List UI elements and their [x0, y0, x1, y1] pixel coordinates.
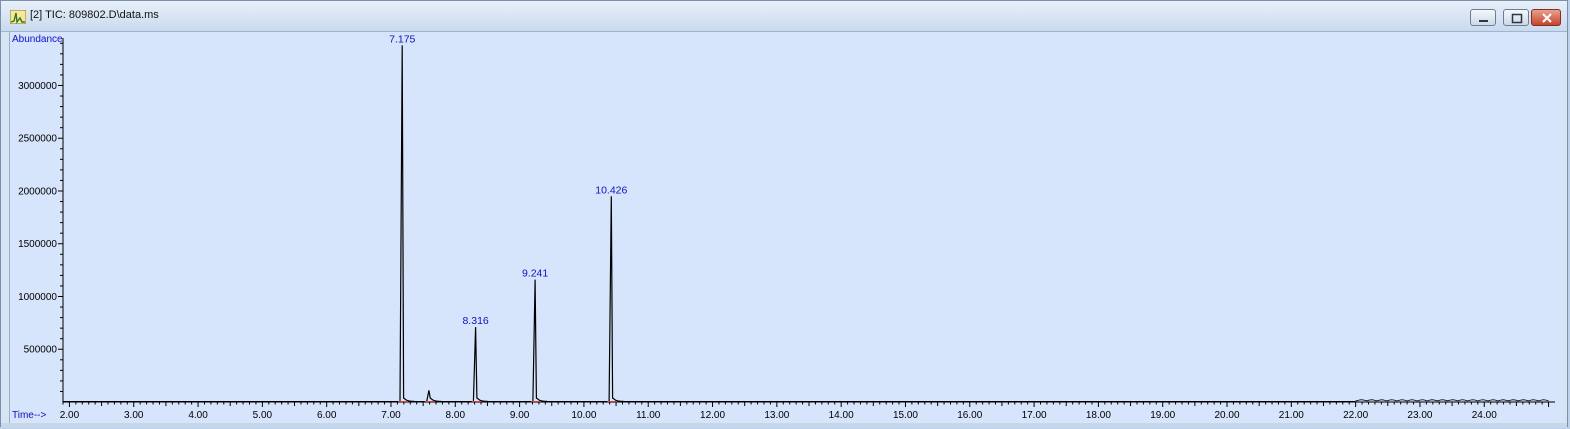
- x-tick-label: 14.00: [829, 410, 854, 421]
- restore-icon: [1511, 13, 1523, 24]
- peak-trace[interactable]: [399, 45, 415, 402]
- title-bar[interactable]: [2] TIC: 809802.D\data.ms: [1, 1, 1567, 32]
- y-tick-label: 1500000: [18, 239, 57, 250]
- window-title: [2] TIC: 809802.D\data.ms: [30, 9, 159, 21]
- peak-label[interactable]: 7.175: [389, 33, 415, 45]
- x-tick-label: 22.00: [1343, 410, 1368, 421]
- y-tick-label: 2000000: [18, 186, 57, 197]
- close-button[interactable]: [1531, 9, 1561, 26]
- x-tick-label: 9.00: [510, 410, 530, 421]
- x-tick-label: 16.00: [957, 410, 982, 421]
- baseline-noise-trace: [1355, 399, 1549, 402]
- close-icon: [1542, 13, 1552, 23]
- x-tick-label: 12.00: [700, 410, 725, 421]
- x-tick-label: 11.00: [636, 410, 661, 421]
- peak-trace[interactable]: [532, 279, 548, 402]
- x-tick-label: 24.00: [1472, 410, 1497, 421]
- peak-trace[interactable]: [426, 390, 441, 402]
- bottom-border: [1, 423, 1567, 428]
- x-tick-label: 13.00: [764, 410, 789, 421]
- x-tick-label: 20.00: [1215, 410, 1240, 421]
- y-tick-label: 2500000: [18, 134, 57, 145]
- peak-label[interactable]: 10.426: [595, 184, 627, 196]
- y-axis-label: Abundance: [12, 34, 63, 45]
- plot-area[interactable]: Abundance Time--> 500000 1000000 1500000 2000…: [9, 32, 1562, 423]
- chromatogram-app-icon: [10, 10, 26, 24]
- y-tick-label: 1000000: [18, 292, 57, 303]
- peak-trace[interactable]: [472, 327, 488, 402]
- x-axis-label: Time-->: [12, 410, 47, 421]
- x-tick-label: 19.00: [1150, 410, 1175, 421]
- x-tick-label: 2.00: [60, 410, 80, 421]
- x-tick-label: 17.00: [1022, 410, 1047, 421]
- x-tick-label: 3.00: [124, 410, 144, 421]
- peak-label[interactable]: 8.316: [462, 315, 488, 327]
- x-tick-label: 21.00: [1279, 410, 1304, 421]
- x-tick-label: 10.00: [571, 410, 596, 421]
- peak-label[interactable]: 9.241: [522, 268, 548, 280]
- x-tick-label: 5.00: [253, 410, 273, 421]
- y-tick-label: 500000: [24, 345, 58, 356]
- x-tick-label: 6.00: [317, 410, 337, 421]
- x-tick-label: 7.00: [381, 410, 401, 421]
- restore-button[interactable]: [1503, 9, 1529, 26]
- x-tick-label: 18.00: [1086, 410, 1111, 421]
- x-tick-label: 8.00: [446, 410, 466, 421]
- y-tick-label: 3000000: [18, 81, 57, 92]
- x-tick-label: 23.00: [1407, 410, 1432, 421]
- x-tick-label: 15.00: [893, 410, 918, 421]
- minimize-icon: [1479, 20, 1488, 22]
- peak-trace[interactable]: [608, 196, 624, 402]
- tic-chromatogram-chart[interactable]: Abundance Time--> 500000 1000000 1500000 2000…: [10, 32, 1562, 423]
- minimize-button[interactable]: [1470, 9, 1496, 26]
- x-tick-label: 4.00: [188, 410, 208, 421]
